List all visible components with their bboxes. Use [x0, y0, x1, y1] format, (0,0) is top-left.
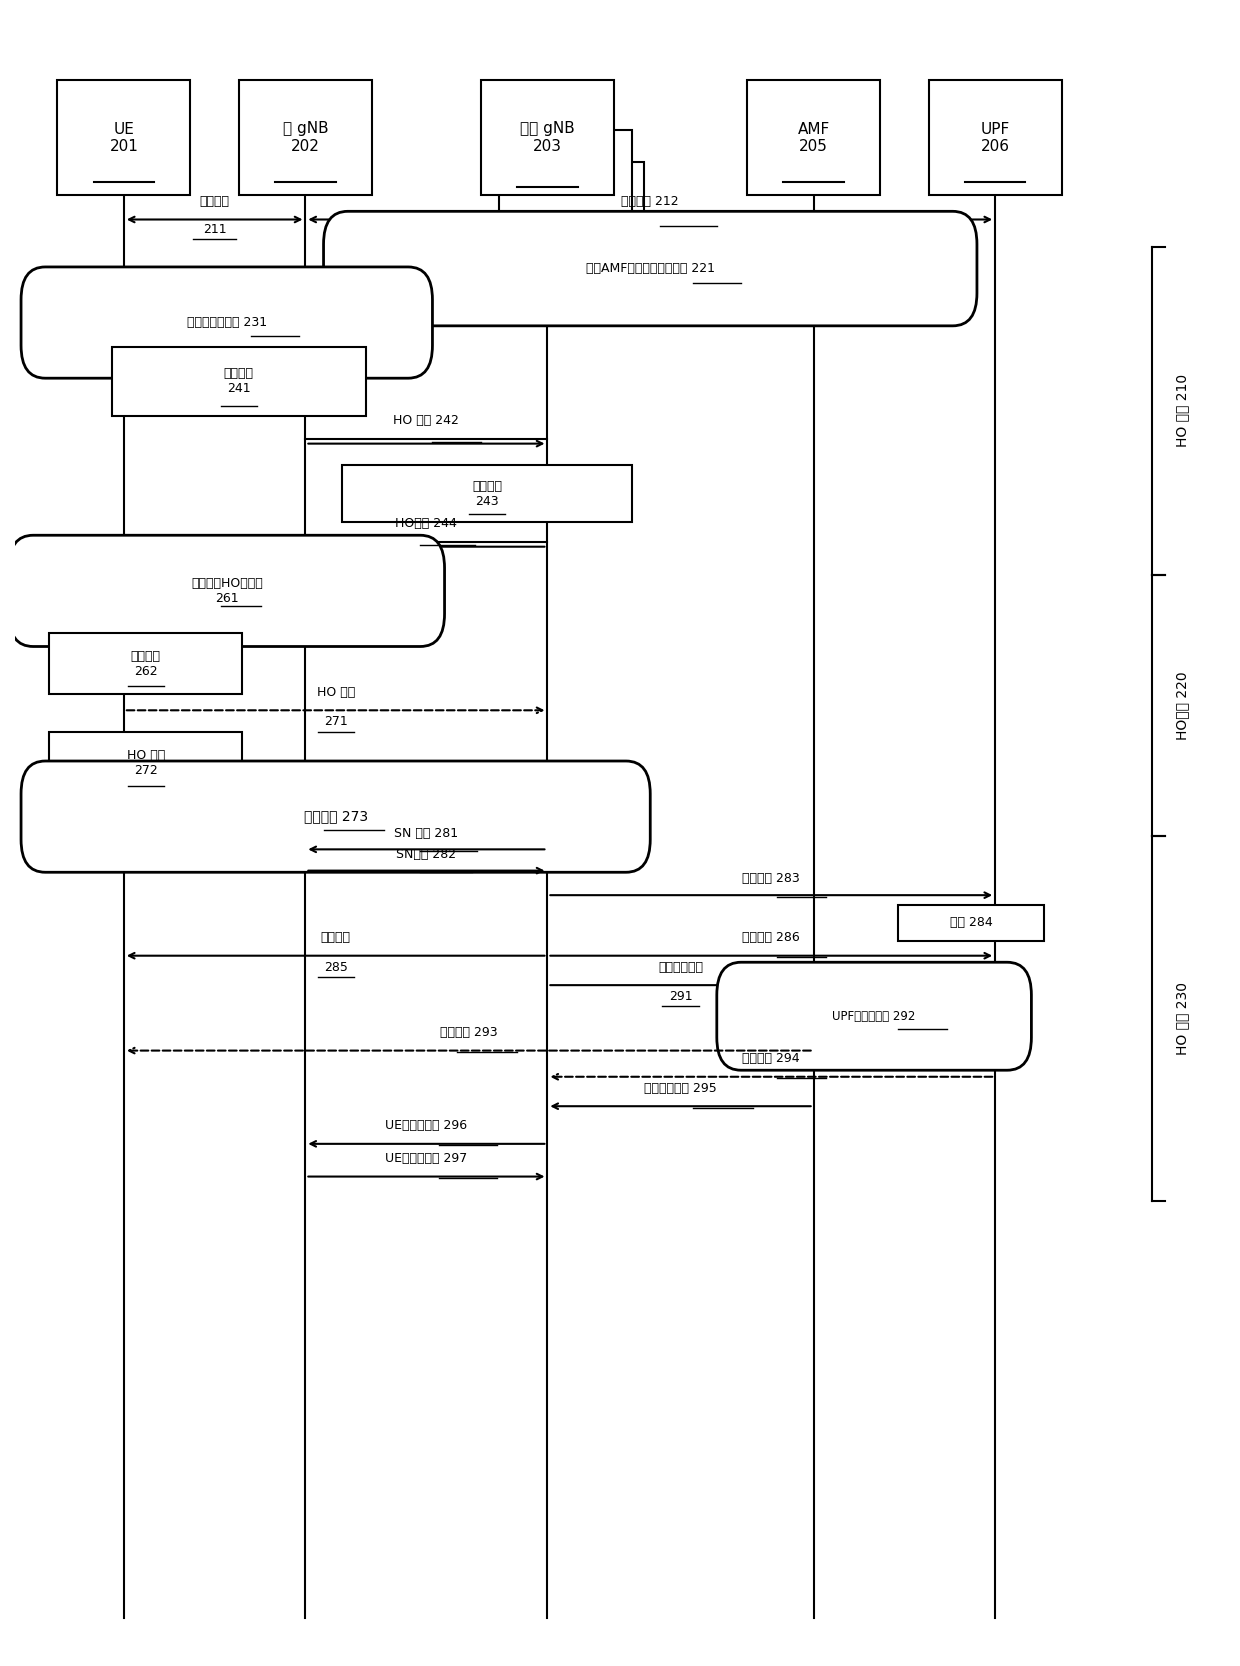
Text: 有条件的HO初始化
261: 有条件的HO初始化 261	[191, 576, 263, 605]
Text: 来自AMF的移动性控制信息 221: 来自AMF的移动性控制信息 221	[585, 262, 714, 275]
Bar	[57, 80, 191, 195]
Bar	[929, 80, 1061, 195]
Bar	[511, 162, 645, 277]
Text: HO执行 220: HO执行 220	[1176, 671, 1189, 740]
Text: 用户数据 283: 用户数据 283	[743, 873, 800, 885]
Text: 271: 271	[324, 715, 347, 728]
FancyBboxPatch shape	[717, 963, 1032, 1070]
Text: 结束标记 293: 结束标记 293	[440, 1026, 497, 1040]
Text: HO 开始: HO 开始	[316, 686, 355, 698]
Text: AMF
205: AMF 205	[797, 122, 830, 153]
Bar	[746, 80, 880, 195]
Bar	[481, 80, 614, 195]
Text: 291: 291	[668, 990, 692, 1003]
Text: UPF中路径切换 292: UPF中路径切换 292	[832, 1010, 916, 1023]
Text: 用户数据 294: 用户数据 294	[743, 1053, 800, 1065]
Text: SN 请求 281: SN 请求 281	[394, 826, 459, 840]
Text: UE
201: UE 201	[109, 122, 139, 153]
Text: 缓冲 284: 缓冲 284	[950, 916, 992, 930]
Text: 接纳控制
243: 接纳控制 243	[472, 480, 502, 508]
FancyBboxPatch shape	[21, 267, 433, 378]
Text: UE上下文释放 297: UE上下文释放 297	[386, 1153, 467, 1165]
Text: UPF
206: UPF 206	[981, 122, 1009, 153]
Bar	[48, 633, 243, 695]
Bar	[48, 731, 243, 793]
Text: SN转移 282: SN转移 282	[397, 848, 456, 861]
Text: 用户数据: 用户数据	[321, 931, 351, 945]
FancyBboxPatch shape	[9, 535, 445, 646]
Text: 用户数据: 用户数据	[200, 195, 229, 208]
Text: 285: 285	[324, 961, 347, 973]
Text: 切换完成 273: 切换完成 273	[304, 810, 368, 823]
Text: 211: 211	[203, 223, 227, 237]
Text: 路径切换确认 295: 路径切换确认 295	[644, 1081, 717, 1095]
Text: HO 请求 242: HO 请求 242	[393, 415, 459, 426]
Text: 测量控制并报告 231: 测量控制并报告 231	[187, 317, 267, 330]
Bar	[498, 130, 632, 243]
Text: 用户数据 286: 用户数据 286	[743, 931, 800, 945]
Text: UE上下文释放 296: UE上下文释放 296	[386, 1120, 467, 1133]
Text: 验证实施
262: 验证实施 262	[130, 650, 161, 678]
FancyBboxPatch shape	[21, 761, 650, 873]
Text: HO响应 244: HO响应 244	[396, 518, 458, 530]
Text: 用户数据 212: 用户数据 212	[621, 195, 680, 208]
Bar	[112, 347, 366, 416]
Text: HO 准备 210: HO 准备 210	[1176, 375, 1189, 448]
Text: HO 进程
272: HO 进程 272	[126, 748, 165, 776]
Text: HO 完成 230: HO 完成 230	[1176, 983, 1189, 1055]
Bar	[898, 905, 1044, 941]
FancyBboxPatch shape	[324, 212, 977, 327]
Text: 源 gNB
202: 源 gNB 202	[283, 122, 329, 153]
Bar	[239, 80, 372, 195]
Text: 路径切换请求: 路径切换请求	[658, 961, 703, 973]
Bar	[342, 465, 632, 521]
Text: 切换确定
241: 切换确定 241	[224, 368, 254, 395]
Text: 候选 gNB
203: 候选 gNB 203	[520, 122, 575, 153]
